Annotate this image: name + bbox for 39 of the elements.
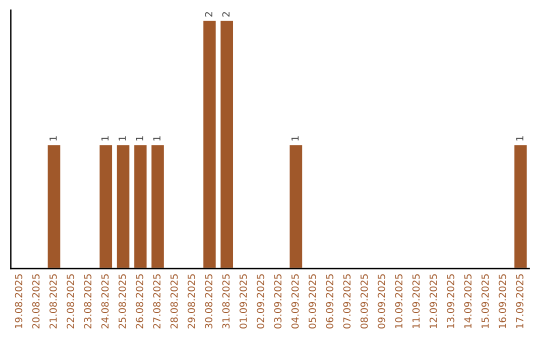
x-tick-label: 23.08.2025 [84,274,92,328]
x-tick-label: 25.08.2025 [118,274,126,328]
data-label: 1 [50,136,57,141]
x-tick-label: 06.09.2025 [326,274,334,328]
x-tick-label: 17.09.2025 [516,274,524,328]
x-tick-label: 11.09.2025 [412,274,420,328]
data-label: 1 [118,136,126,141]
x-tick-label: 20.08.2025 [32,274,40,328]
x-tick-label: 14.09.2025 [464,274,472,328]
x-tick-label: 13.09.2025 [446,274,454,328]
x-tick-label: 02.09.2025 [256,274,264,328]
x-tick-label: 12.09.2025 [430,274,437,328]
data-label: 1 [153,136,160,141]
data-label: 1 [292,136,299,141]
data-label: 2 [204,12,212,17]
data-label: 2 [222,12,230,17]
x-tick-label: 21.08.2025 [49,274,57,328]
x-tick-label: 04.09.2025 [291,274,299,328]
x-tick-label: 09.09.2025 [378,274,386,328]
x-tick-label: 24.08.2025 [101,274,109,328]
x-tick-label: 16.09.2025 [498,274,506,328]
x-tick-label: 19.08.2025 [14,274,22,328]
data-label: 1 [516,136,524,141]
x-tick-label: 30.08.2025 [204,274,212,328]
x-tick-label: 15.09.2025 [481,274,489,328]
data-label: 1 [101,136,109,141]
x-tick-label: 28.08.2025 [170,274,178,328]
x-tick-label: 31.08.2025 [222,274,230,328]
x-tick-label: 01.09.2025 [240,274,247,328]
x-tick-label: 07.09.2025 [343,274,351,328]
x-tick-label: 10.09.2025 [395,274,402,328]
x-tick-label: 08.09.2025 [360,274,368,328]
x-tick-label: 27.08.2025 [153,274,160,328]
x-tick-label: 26.08.2025 [136,274,144,328]
x-tick-label: 22.08.2025 [66,274,74,328]
x-tick-label: 29.08.2025 [188,274,196,328]
data-label: 1 [136,136,144,141]
x-tick-label: 03.09.2025 [274,274,282,328]
x-tick-label: 05.09.2025 [308,274,316,328]
